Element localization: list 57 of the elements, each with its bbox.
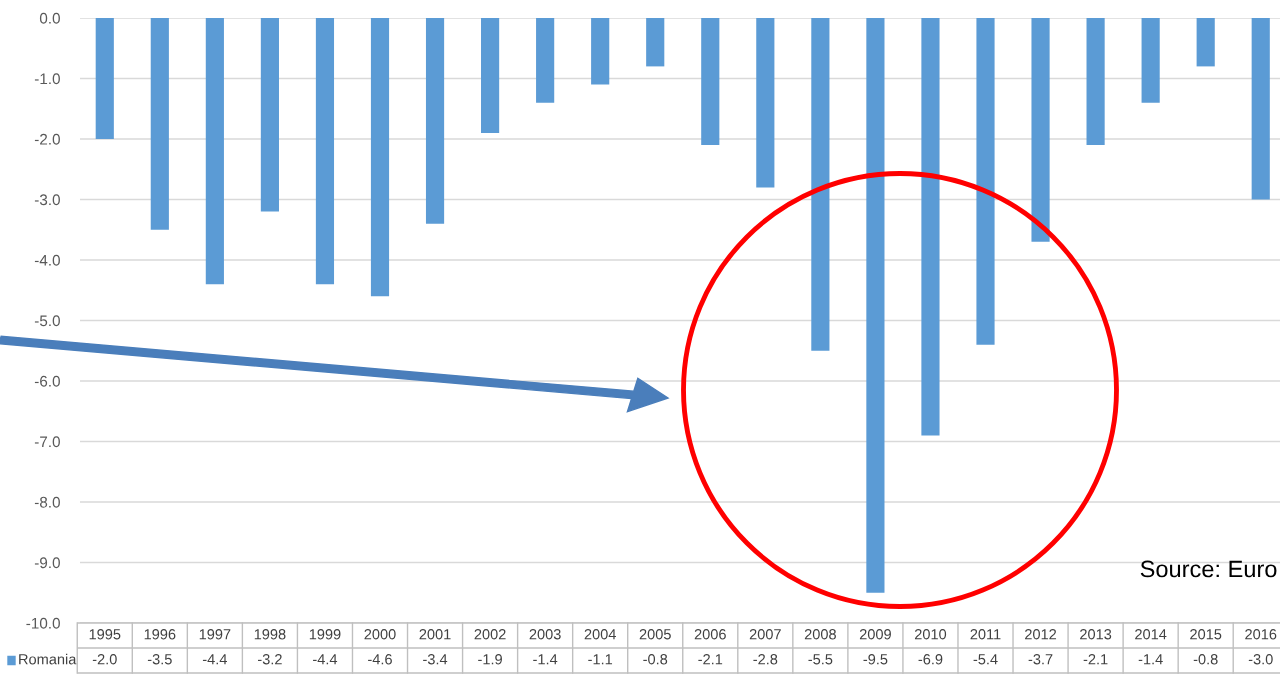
data-label: -2.1 <box>698 654 723 665</box>
data-label: -2.8 <box>753 654 778 665</box>
y-tick-label: -1.0 <box>34 73 60 85</box>
data-label: -2.1 <box>1083 654 1108 665</box>
data-label: -3.0 <box>1248 654 1273 665</box>
y-tick-label: -9.0 <box>34 557 60 569</box>
x-tick-label: 2002 <box>474 629 506 640</box>
x-tick-label: 2007 <box>749 629 781 640</box>
x-tick-label: 2010 <box>914 629 947 640</box>
x-tick-label: 1996 <box>144 629 176 640</box>
data-label: -2.0 <box>92 654 117 665</box>
x-tick-label: 1999 <box>309 629 341 640</box>
x-tick-label: 2014 <box>1135 629 1167 640</box>
legend-label: Romania <box>19 653 77 665</box>
y-tick-label: 0.0 <box>39 12 60 24</box>
x-tick-label: 1997 <box>199 629 231 640</box>
y-tick-label: -4.0 <box>34 254 60 266</box>
x-tick-label: 2013 <box>1080 629 1112 640</box>
data-label: -1.1 <box>588 654 613 665</box>
x-tick-label: 2003 <box>529 629 561 640</box>
data-label: -3.2 <box>257 654 282 665</box>
y-tick-label: -3.0 <box>34 194 60 206</box>
x-tick-label: 2015 <box>1190 629 1222 640</box>
x-tick-label: 2016 <box>1245 629 1277 640</box>
data-label: -3.4 <box>423 654 448 665</box>
data-label: -6.9 <box>918 654 943 665</box>
data-label: -4.6 <box>368 654 392 665</box>
data-label: -5.4 <box>973 654 998 665</box>
data-label: -0.8 <box>1193 654 1218 665</box>
data-label: -4.4 <box>202 654 227 665</box>
y-tick-label: -7.0 <box>34 436 60 448</box>
x-tick-label: 2012 <box>1025 629 1057 640</box>
data-label: -1.4 <box>533 654 558 665</box>
x-tick-label: 2001 <box>419 629 451 640</box>
x-tick-label: 2006 <box>694 629 726 640</box>
annotation: Source: Euro <box>1140 560 1277 578</box>
data-label: -0.8 <box>643 654 668 665</box>
x-tick-label: 2011 <box>970 629 1001 640</box>
x-tick-label: 1995 <box>89 629 121 640</box>
x-tick-label: 2005 <box>639 629 671 640</box>
data-label: -3.7 <box>1028 654 1053 665</box>
data-label: -5.5 <box>808 654 833 665</box>
y-tick-label: -2.0 <box>34 133 60 145</box>
y-tick-label: -8.0 <box>34 496 60 508</box>
data-label: -1.9 <box>478 654 502 665</box>
data-label: -3.5 <box>147 654 172 665</box>
data-label: -9.5 <box>863 654 888 665</box>
x-tick-label: 2009 <box>859 629 891 640</box>
x-tick-label: 1998 <box>254 629 286 640</box>
x-tick-label: 2000 <box>364 629 396 640</box>
x-tick-label: 2004 <box>584 629 616 640</box>
x-tick-label: 2008 <box>804 629 836 640</box>
data-label: -1.4 <box>1138 654 1163 665</box>
data-label: -4.4 <box>313 654 338 665</box>
y-tick-label: -10.0 <box>26 617 60 629</box>
y-tick-label: -5.0 <box>34 315 60 327</box>
y-tick-label: -6.0 <box>34 375 60 387</box>
